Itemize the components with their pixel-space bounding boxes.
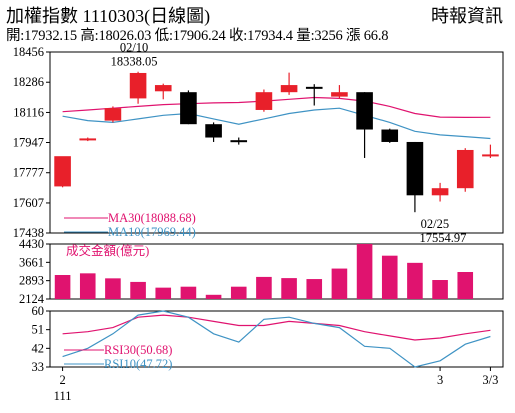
max-date-label: 02/10	[120, 41, 148, 55]
volume-y-tick-label: 2124	[19, 292, 45, 306]
volume-bar	[130, 281, 146, 299]
legend-label: MA30(18088.68)	[108, 211, 196, 225]
candle-body	[356, 92, 373, 130]
volume-bar	[180, 286, 197, 299]
volume-bar	[381, 255, 398, 299]
x-tick-label: 3	[437, 373, 443, 387]
price-y-tick-label: 17438	[13, 226, 44, 240]
rsi-legend-label: RSI30(50.68)	[104, 343, 172, 357]
price-y-tick-label: 17777	[13, 166, 44, 180]
candle-body	[54, 156, 71, 187]
candle-body	[154, 85, 172, 92]
volume-bar	[407, 262, 423, 299]
x-tick-label: 3/3	[482, 373, 498, 387]
rsi-panel-frame	[49, 310, 504, 368]
price-y-tick-label: 18456	[13, 45, 44, 59]
volume-bar	[331, 268, 348, 299]
price-y-tick-label: 17607	[13, 196, 44, 210]
rsi-legend-label: RSI10(47.72)	[104, 357, 172, 371]
volume-bar	[356, 244, 373, 299]
max-value-label: 18338.05	[111, 55, 158, 69]
volume-y-tick-label: 3661	[19, 255, 44, 269]
volume-bar	[432, 280, 448, 299]
volume-bar	[457, 272, 474, 299]
volume-title: 成交金額(億元)	[66, 243, 149, 258]
volume-bar	[281, 278, 297, 299]
min-date-label: 02/25	[421, 217, 449, 231]
candle-body	[230, 140, 248, 143]
rsi-y-tick-label: 60	[32, 304, 45, 318]
candle-body	[79, 138, 97, 141]
price-y-tick-label: 17947	[13, 136, 44, 150]
volume-bar	[155, 287, 172, 299]
rsi-y-tick-label: 42	[32, 341, 45, 355]
candle-body	[456, 149, 474, 189]
ohlc-stats: 開:17932.15 高:18026.03 低:17906.24 收:17934…	[6, 28, 389, 44]
candle-body	[205, 124, 222, 138]
candle-body	[180, 92, 197, 125]
candle-body	[406, 141, 424, 196]
price-panel-frame	[49, 51, 504, 234]
x-tick-year-label: 111	[54, 389, 72, 403]
volume-y-tick-label: 2893	[19, 274, 44, 288]
candle-body	[305, 86, 323, 89]
volume-bar	[205, 294, 222, 299]
volume-bar	[79, 273, 96, 299]
ma10-line	[62, 107, 491, 140]
candle-body	[482, 154, 499, 157]
min-value-label: 17554.97	[419, 231, 466, 245]
volume-bar	[230, 286, 247, 299]
rsi-line-1	[62, 310, 491, 368]
volume-panel-frame	[49, 243, 504, 300]
candle-body	[431, 188, 449, 196]
chart-title: 加權指數 1110303(日線圖)	[6, 6, 211, 26]
legend-label: MA10(17969.44)	[108, 225, 196, 239]
candle-body	[255, 92, 273, 110]
price-y-tick-label: 18286	[13, 75, 44, 89]
volume-bar	[54, 275, 71, 299]
volume-bar	[306, 279, 323, 299]
volume-y-tick-label: 4430	[19, 237, 44, 251]
candle-body	[129, 72, 147, 99]
x-tick-label: 2	[59, 373, 65, 387]
rsi-y-tick-label: 33	[32, 360, 45, 374]
source-label: 時報資訊	[431, 6, 503, 26]
candle-body	[280, 85, 298, 93]
candle-body	[104, 108, 122, 121]
candle-body	[381, 129, 399, 142]
price-y-tick-label: 18116	[13, 105, 44, 119]
volume-bar	[105, 278, 121, 299]
candle-body	[331, 92, 348, 97]
rsi-y-tick-label: 51	[32, 323, 45, 337]
ma30-line	[62, 96, 491, 119]
volume-bar	[256, 276, 272, 299]
